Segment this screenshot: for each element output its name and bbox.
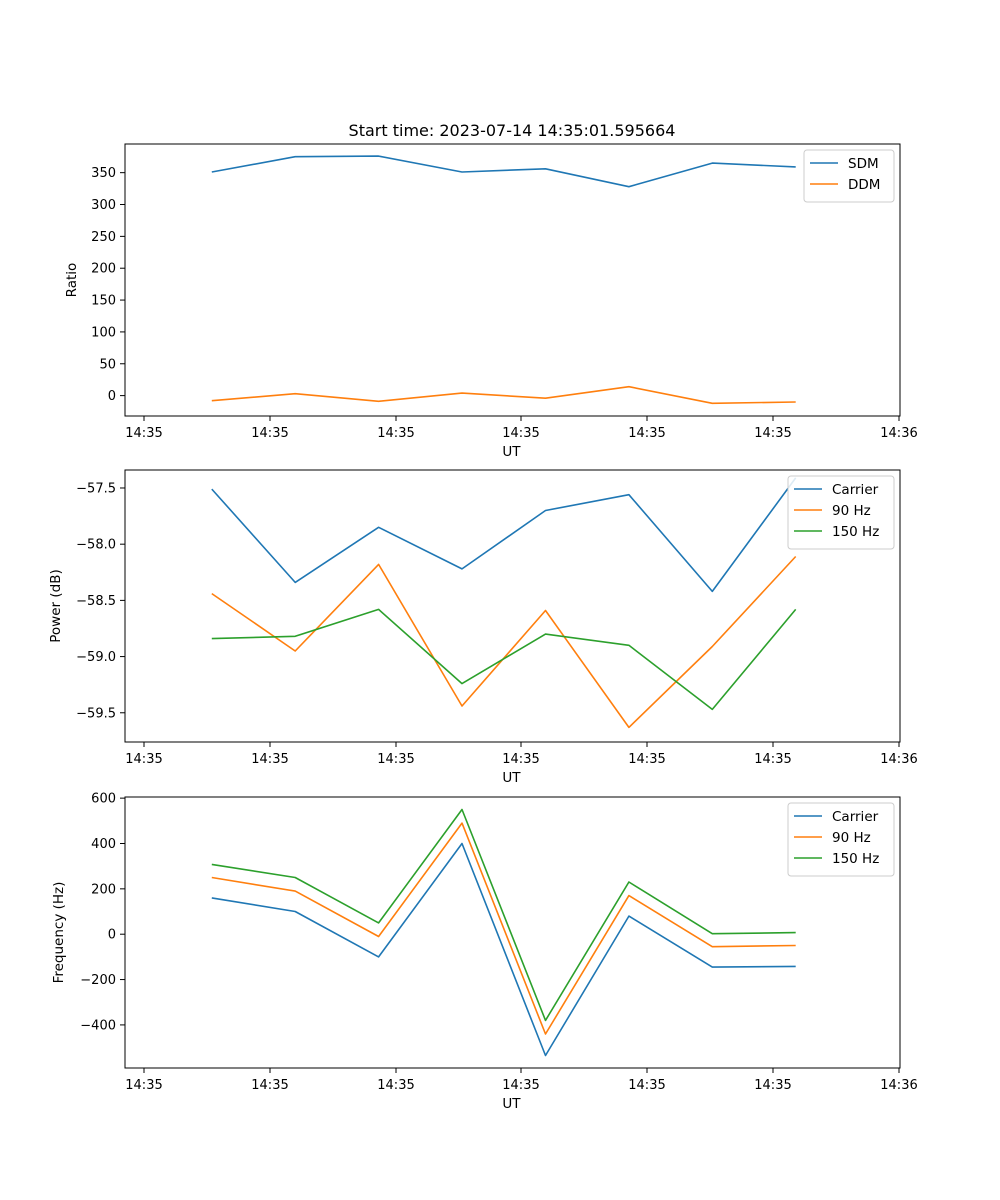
legend-label: 150 Hz (832, 524, 879, 540)
x-tick-label: 14:35 (377, 426, 414, 441)
legend-label: DDM (848, 177, 880, 193)
y-tick-label: 200 (91, 882, 116, 897)
x-tick-label: 14:35 (251, 752, 288, 767)
y-tick-label: 600 (91, 792, 116, 807)
y-tick-label: 100 (91, 325, 116, 340)
y-axis-label: Ratio (64, 263, 80, 298)
y-tick-label: 0 (108, 389, 116, 404)
legend: Carrier 90 Hz 150 Hz (787, 475, 895, 550)
x-tick-label: 14:35 (754, 1078, 791, 1093)
x-axis-label: UT (502, 1096, 521, 1112)
x-tick-label: 14:35 (125, 1078, 162, 1093)
x-tick-label: 14:35 (251, 1078, 288, 1093)
y-tick-label: 50 (99, 357, 116, 372)
plot-frame (124, 469, 901, 743)
legend-label: Carrier (832, 809, 879, 825)
y-tick-label: −58.0 (76, 538, 116, 553)
chart-title: Start time: 2023-07-14 14:35:01.595664 (349, 121, 676, 140)
y-tick-label: −200 (80, 973, 116, 988)
y-tick-label: −59.5 (76, 706, 116, 721)
x-tick-label: 14:35 (125, 426, 162, 441)
series-line-ddm (211, 385, 796, 405)
x-tick-label: 14:35 (125, 752, 162, 767)
x-tick-label: 14:35 (754, 426, 791, 441)
x-tick-label: 14:35 (628, 426, 665, 441)
legend-label: 90 Hz (832, 503, 871, 519)
series-line-sdm (211, 155, 796, 188)
x-tick-label: 14:35 (754, 752, 791, 767)
subplot-2: 14:35 14:35 14:35 14:35 14:35 14:35 14:36 −59.5… (48, 469, 918, 786)
legend-label: SDM (848, 156, 879, 172)
legend: Carrier 90 Hz 150 Hz (787, 802, 895, 877)
y-tick-label: −57.5 (76, 481, 116, 496)
y-tick-label: 400 (91, 837, 116, 852)
x-tick-label: 14:35 (502, 426, 539, 441)
x-axis-label: UT (502, 444, 521, 460)
x-tick-label: 14:36 (880, 426, 917, 441)
legend: SDM DDM (803, 149, 895, 203)
series-line-carrier (211, 477, 797, 593)
plot-frame (124, 143, 901, 417)
subplot-1: 14:35 14:35 14:35 14:35 14:35 14:35 14:36 0 50 10… (64, 143, 918, 460)
y-tick-label: −58.5 (76, 594, 116, 609)
y-tick-label: 250 (91, 230, 116, 245)
y-axis-label: Frequency (Hz) (51, 882, 67, 984)
x-tick-label: 14:35 (377, 752, 414, 767)
x-tick-label: 14:36 (880, 1078, 917, 1093)
plot-frame (124, 796, 901, 1069)
series-line-carrier (211, 842, 796, 1057)
subplot-3: 14:35 14:35 14:35 14:35 14:35 14:35 14:36 −400 −… (51, 792, 918, 1112)
y-tick-label: −400 (80, 1018, 116, 1033)
legend-label: 150 Hz (832, 851, 879, 867)
y-tick-label: 0 (108, 928, 116, 943)
legend-label: 90 Hz (832, 830, 871, 846)
x-tick-label: 14:35 (251, 426, 288, 441)
series-line-90-hz (211, 822, 796, 1035)
series-line-150-hz (211, 608, 797, 711)
y-tick-label: 300 (91, 198, 116, 213)
legend-label: Carrier (832, 482, 879, 498)
series-line-150-hz (211, 808, 796, 1022)
x-axis-label: UT (502, 770, 521, 786)
x-tick-label: 14:35 (628, 1078, 665, 1093)
x-tick-label: 14:35 (628, 752, 665, 767)
x-tick-label: 14:35 (502, 1078, 539, 1093)
y-tick-label: 200 (91, 262, 116, 277)
y-axis-label: Power (dB) (48, 569, 64, 642)
y-tick-label: 350 (91, 166, 116, 181)
y-tick-label: −59.0 (76, 650, 116, 665)
x-tick-label: 14:35 (377, 1078, 414, 1093)
y-tick-label: 150 (91, 294, 116, 309)
x-tick-label: 14:36 (880, 752, 917, 767)
x-tick-label: 14:35 (502, 752, 539, 767)
